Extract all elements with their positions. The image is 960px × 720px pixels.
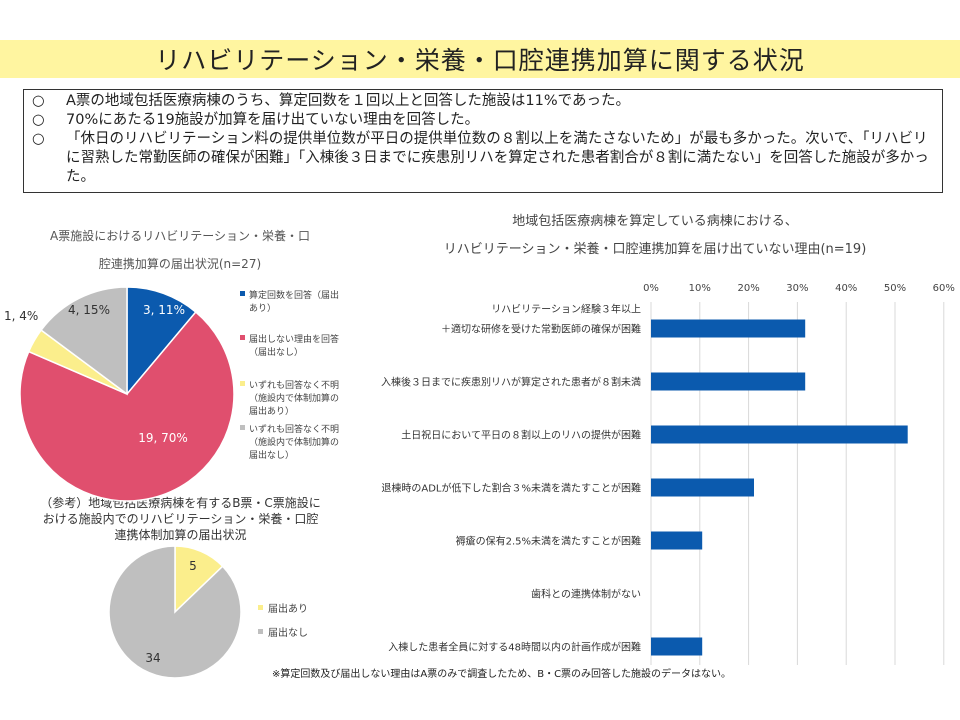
bar-category-label: ＋適切な研修を受けた常勤医師の確保が困難 — [441, 323, 641, 336]
pie1-legend-swatch — [240, 381, 245, 386]
bullet-marker: ○ — [32, 112, 45, 128]
pie2-legend-label: 届出あり — [268, 602, 308, 615]
pie1-data-label: 19, 70% — [138, 431, 188, 445]
pie1-legend-label: 届出しない理由を回答 — [249, 333, 339, 345]
bar-category-label: 退棟時のADLが低下した割合３%未満を満たすことが困難 — [381, 482, 641, 495]
summary-text: 「休日のリハビリテーション料の提供単位数が平日の提供単位数の８割以上を満たさない… — [66, 131, 929, 185]
bar-tick-label: 40% — [835, 283, 857, 294]
summary-text: 70%にあたる19施設が加算を届け出ていない理由を回答した。 — [66, 112, 480, 128]
bar-tick-label: 10% — [689, 283, 711, 294]
bar-mark — [651, 425, 908, 444]
chart-title-line: リハビリテーション・栄養・口腔連携加算を届け出ていない理由(n=19) — [443, 242, 867, 257]
footnote: ※算定回数及び届出しない理由はA票のみで調査したため、B・C票のみ回答した施設の… — [272, 669, 732, 680]
summary-bullet: ○ A票の地域包括医療病棟のうち、算定回数を１回以上と回答した施設は11%であっ… — [32, 92, 934, 111]
pie1-legend-label: あり） — [249, 303, 276, 314]
summary-bullet: ○ 「休日のリハビリテーション料の提供単位数が平日の提供単位数の８割以上を満たさ… — [32, 130, 934, 187]
bar-category-label: 入棟した患者全員に対する48時間以内の計画作成が困難 — [388, 641, 641, 654]
bar-mark — [651, 637, 703, 656]
pie1-legend-label: 算定回数を回答（届出 — [249, 289, 339, 301]
bar-tick-label: 20% — [737, 283, 759, 294]
pie2-legend-swatch — [258, 629, 263, 634]
bar-tick-label: 50% — [884, 283, 906, 294]
bullet-marker: ○ — [32, 131, 45, 147]
pie2-data-label: 5 — [189, 559, 197, 573]
summary-text: A票の地域包括医療病棟のうち、算定回数を１回以上と回答した施設は11%であった。 — [66, 93, 630, 109]
bar-category-label: 入棟後３日までに疾患別リハが算定された患者が８割未満 — [381, 376, 641, 389]
summary-box: ○ A票の地域包括医療病棟のうち、算定回数を１回以上と回答した施設は11%であっ… — [23, 89, 943, 193]
bar-category-label: リハビリテーション経験３年以上 — [491, 303, 641, 316]
pie1-data-label: 4, 15% — [68, 303, 110, 317]
pie-chart-1-title: A票施設におけるリハビリテーション・栄養・口 腔連携加算の届出状況(n=27) — [10, 228, 350, 272]
pie1-legend-label: （施設内で体制加算の — [249, 436, 339, 448]
bar-mark — [651, 319, 806, 338]
pie1-slice — [19, 310, 235, 502]
pie2-legend-label: 届出なし — [268, 626, 308, 639]
pie1-legend-label: 届出あり） — [249, 405, 294, 417]
bar-tick-label: 30% — [786, 283, 808, 294]
pie1-legend-label: いずれも回答なく不明 — [249, 379, 339, 391]
bar-mark — [651, 478, 754, 497]
pie1-legend-label: （施設内で体制加算の — [249, 392, 339, 404]
bar-tick-label: 0% — [643, 283, 659, 294]
bar-chart-title: 地域包括医療病棟を算定している病棟における、 リハビリテーション・栄養・口腔連携… — [350, 214, 960, 258]
pie1-legend-swatch — [240, 425, 245, 430]
bar-mark — [651, 372, 806, 391]
chart-title-line: A票施設におけるリハビリテーション・栄養・口 — [50, 229, 310, 243]
bar-chart: 0% 10% 20% 30% 40% 50% 60% リハビリテーション経験３年以上 ＋適切な研… — [381, 283, 955, 665]
chart-title-line: 地域包括医療病棟を算定している病棟における、 — [512, 214, 798, 229]
pie1-legend-swatch — [240, 335, 245, 340]
chart-title-line: おける施設内でのリハビリテーション・栄養・口腔 — [42, 512, 319, 526]
pie1-legend-label: （届出なし） — [249, 346, 303, 358]
bar-mark — [651, 531, 703, 550]
bullet-marker: ○ — [32, 93, 45, 109]
pie1-data-label: 1, 4% — [4, 309, 38, 323]
bar-category-label: 歯科との連携体制がない — [531, 588, 641, 601]
summary-bullet: ○ 70%にあたる19施設が加算を届け出ていない理由を回答した。 — [32, 111, 934, 130]
pie2-slice — [108, 545, 242, 679]
pie2-legend-swatch — [258, 605, 263, 610]
bar-category-label: 褥瘡の保有2.5%未満を満たすことが困難 — [456, 535, 641, 548]
bar-category-label: 土日祝日において平日の８割以上のリハの提供が困難 — [401, 429, 641, 442]
pie1-data-label: 3, 11% — [143, 303, 185, 317]
title-banner: リハビリテーション・栄養・口腔連携加算に関する状況 — [0, 40, 960, 78]
page-title: リハビリテーション・栄養・口腔連携加算に関する状況 — [155, 46, 805, 75]
chart-title-line: 腔連携加算の届出状況(n=27) — [98, 257, 262, 271]
pie1-legend-swatch — [240, 291, 245, 296]
pie1-slice — [40, 286, 128, 396]
bar-tick-label: 60% — [933, 283, 955, 294]
pie1-legend-label: 届出なし） — [249, 449, 294, 461]
pie2-data-label: 34 — [145, 651, 160, 665]
pie1-slice — [126, 286, 197, 397]
pie-chart-1: 3, 11% 19, 70% 1, 4% 4, 15% 算定回数を回答（届出あり） 届出し… — [4, 286, 339, 502]
chart-title-line: 連携体制加算の届出状況 — [114, 528, 247, 542]
pie1-legend-label: いずれも回答なく不明 — [249, 423, 339, 435]
